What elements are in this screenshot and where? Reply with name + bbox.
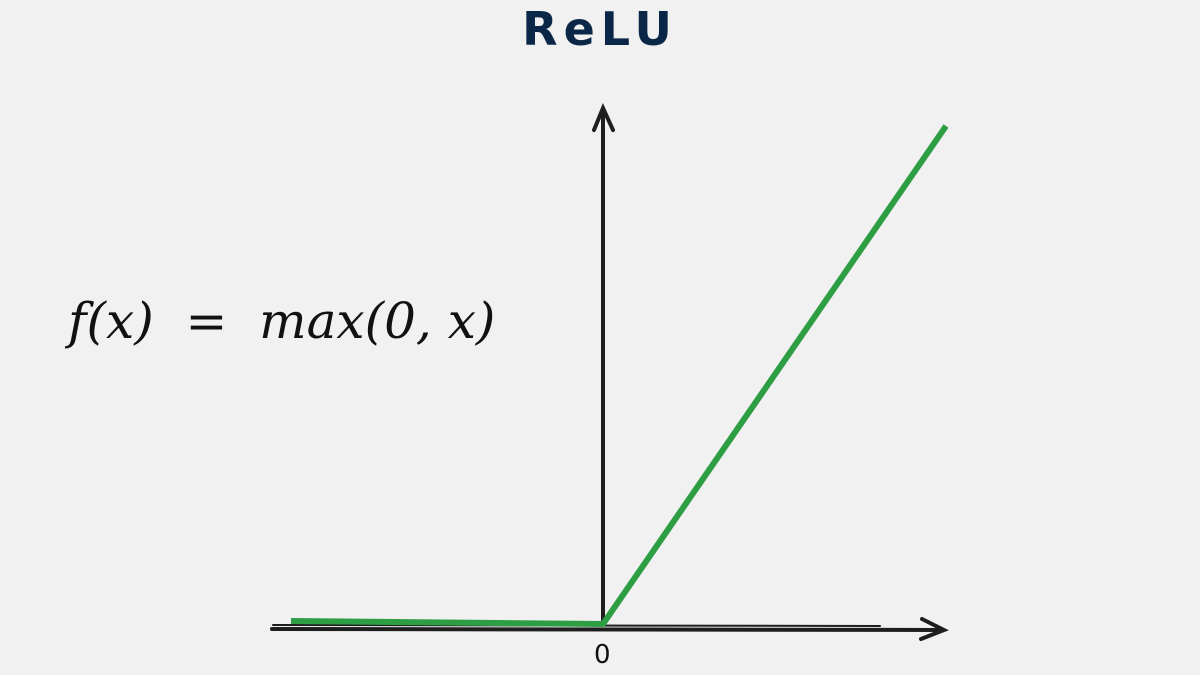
x-axis-arrowhead: [919, 617, 949, 641]
x-axis-line: [270, 627, 944, 632]
y-axis: [592, 102, 615, 626]
x-axis-tick-zero: 0: [594, 640, 611, 670]
relu-function-line: [290, 124, 949, 627]
relu-formula: f(x) = max(0, x): [68, 292, 496, 350]
y-axis-arrowhead: [592, 102, 615, 132]
diagram-title: ReLU: [522, 2, 678, 56]
